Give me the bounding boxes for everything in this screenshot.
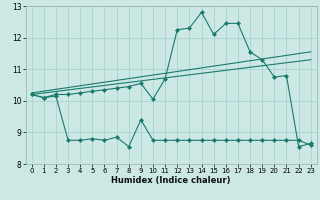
X-axis label: Humidex (Indice chaleur): Humidex (Indice chaleur) bbox=[111, 176, 231, 185]
